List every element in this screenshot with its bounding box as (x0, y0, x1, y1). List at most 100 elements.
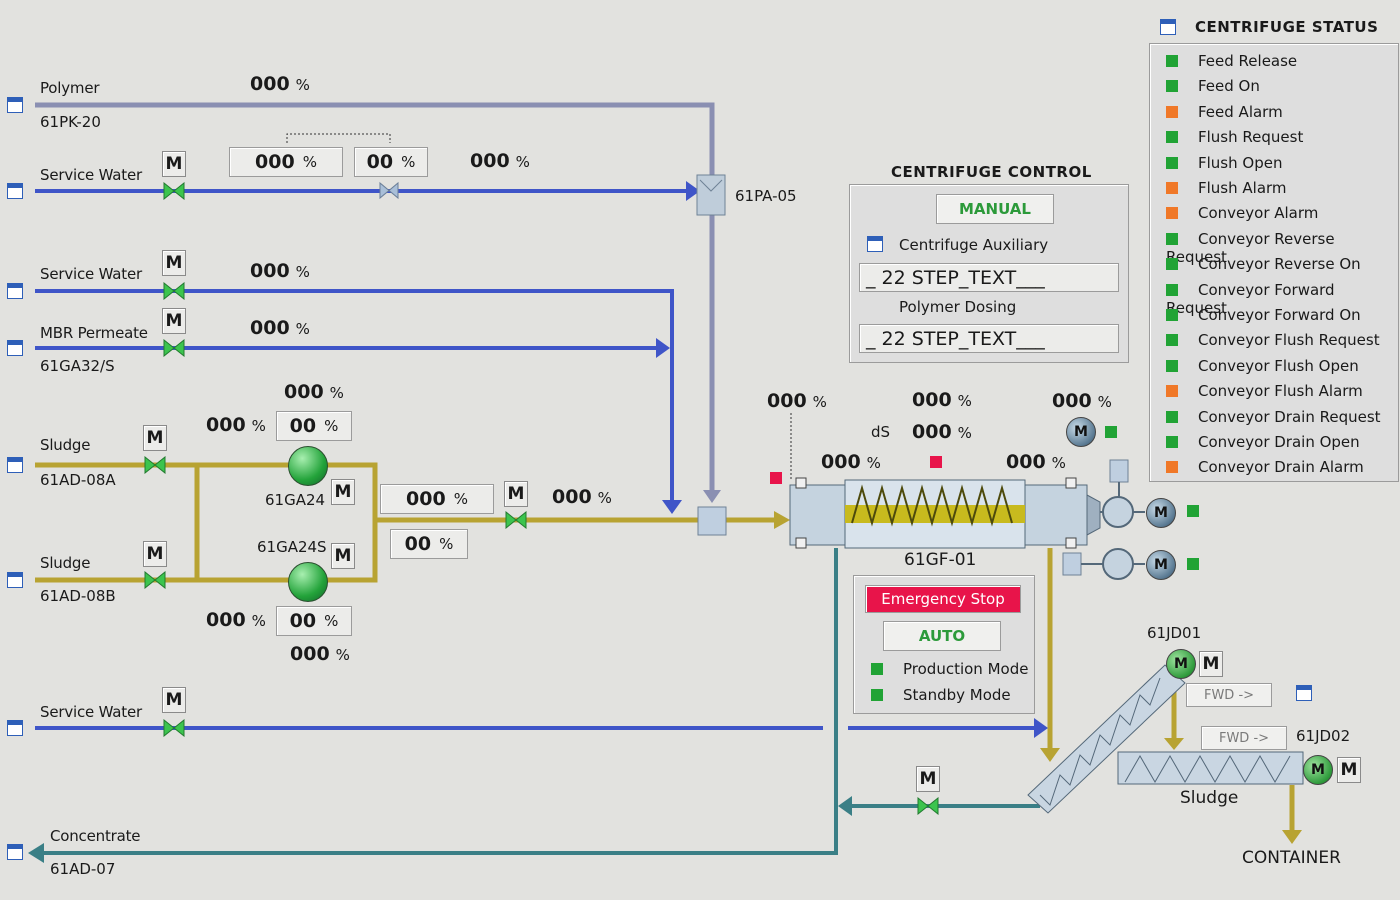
status-indicator (1166, 156, 1178, 169)
conveyor-window-icon[interactable] (1296, 685, 1312, 701)
aux-window-icon[interactable] (867, 236, 883, 252)
sludge-b-tag: 61AD-08B (40, 587, 116, 605)
mbr-permeate-arrow (656, 338, 670, 358)
ga24-speed-box[interactable]: 00% (276, 411, 352, 441)
ga24-tag: 61GA24 (265, 491, 326, 509)
sw3-valve-icon[interactable] (163, 719, 185, 737)
aux-label[interactable]: Centrifuge Auxiliary (899, 236, 1049, 254)
control-title: CENTRIFUGE CONTROL (891, 163, 1092, 181)
concentrate-valve-icon[interactable] (917, 797, 939, 815)
service-water-1-window-icon[interactable] (7, 183, 23, 199)
status-item-label: Conveyor Flush Alarm (1198, 382, 1363, 401)
service-water-2-window-icon[interactable] (7, 283, 23, 299)
status-item: Flush Request (1166, 128, 1303, 146)
sw2-valve-icon[interactable] (163, 282, 185, 300)
polymer-window-icon[interactable] (7, 97, 23, 113)
sw1-flow-pct: 000% (470, 150, 530, 172)
service-water-2-pipe (35, 289, 674, 505)
pump-61ga24s-mode-button[interactable]: M (331, 543, 355, 569)
mbr-valve-icon[interactable] (163, 339, 185, 357)
status-indicator (1166, 55, 1178, 67)
status-title: CENTRIFUGE STATUS (1195, 18, 1379, 36)
conveyor-61jd01-motor-icon[interactable]: M (1166, 649, 1196, 679)
status-indicator (1166, 385, 1178, 398)
conveyor-61jd02-direction-button[interactable]: FWD -> (1201, 726, 1287, 750)
sw1-valve-box[interactable]: 00% (354, 147, 428, 177)
mixer-61pa05-tag: 61PA-05 (735, 187, 797, 205)
pump-61ga24-icon[interactable] (288, 446, 328, 486)
back-drive-motor-icon[interactable]: M (1146, 550, 1176, 580)
status-item-label: Conveyor Flush Open (1198, 356, 1359, 375)
feed-alarm-indicator (770, 472, 782, 484)
sludge-b-valve-mode-button[interactable]: M (143, 541, 167, 567)
centrifuge-right-top-pct: 000% (1052, 390, 1112, 412)
service-water-3-window-icon[interactable] (7, 720, 23, 736)
service-water-2-arrow (662, 500, 682, 514)
feed-right-pct: 000% (552, 486, 612, 508)
feed-valve-icon[interactable] (505, 511, 527, 529)
centrifuge-alarm-indicator (930, 456, 942, 468)
centrifuge-left-top-pct: 000% (767, 390, 827, 412)
sludge-b-window-icon[interactable] (7, 572, 23, 588)
mbr-valve-mode-button[interactable]: M (162, 308, 186, 334)
concentrate-window-icon[interactable] (7, 844, 23, 860)
status-item-label: Flush Alarm (1198, 179, 1287, 197)
status-indicator (1166, 258, 1178, 271)
sludge-a-valve-mode-button[interactable]: M (143, 425, 167, 451)
status-item: Flush Open (1166, 154, 1282, 172)
conveyor-61jd02-motor-icon[interactable]: M (1303, 755, 1333, 785)
status-item-label: Conveyor Reverse Request (1166, 229, 1335, 266)
main-drive-run-indicator (1187, 505, 1199, 517)
pump-61ga24-mode-button[interactable]: M (331, 479, 355, 505)
status-indicator (1166, 410, 1178, 423)
mbr-permeate-window-icon[interactable] (7, 340, 23, 356)
centrifuge-top-motor-icon[interactable]: M (1066, 417, 1096, 447)
service-water-1-label: Service Water (40, 166, 142, 184)
feed-valve-mode-button[interactable]: M (504, 481, 528, 507)
ga24s-bottom-pct: 000% (290, 643, 350, 665)
sludge-b-valve-icon[interactable] (144, 571, 166, 589)
sw2-pct: 000% (250, 260, 310, 282)
sludge-a-window-icon[interactable] (7, 457, 23, 473)
conveyor-61jd02-mode-button[interactable]: M (1337, 757, 1361, 783)
status-item: Conveyor Reverse On (1166, 255, 1361, 273)
sw1-valve-mode-button[interactable]: M (162, 151, 186, 177)
concentrate-tag: 61AD-07 (50, 860, 116, 878)
status-indicator (1166, 283, 1178, 296)
pump-61ga24s-icon[interactable] (288, 562, 328, 602)
sw1-setpoint-box[interactable]: 000% (229, 147, 343, 177)
status-item-label: Conveyor Alarm (1198, 204, 1319, 223)
conveyor-61jd01-direction-button[interactable]: FWD -> (1186, 683, 1272, 707)
sw2-valve-mode-button[interactable]: M (162, 250, 186, 276)
status-item: Conveyor Forward On (1166, 306, 1361, 324)
main-drive-motor-icon[interactable]: M (1146, 498, 1176, 528)
container-label: CONTAINER (1242, 848, 1341, 868)
status-item-label: Feed On (1198, 77, 1260, 96)
ga24s-speed-box[interactable]: 00% (276, 606, 352, 636)
sw1-valve-icon[interactable] (163, 182, 185, 200)
feed-valve-box[interactable]: 00% (390, 529, 468, 559)
feed-flow-box[interactable]: 000% (380, 484, 494, 514)
top-motor-run-indicator (1105, 426, 1117, 438)
auto-mode-button[interactable]: AUTO (883, 621, 1001, 651)
manual-mode-button[interactable]: MANUAL (936, 194, 1054, 224)
sw3-valve-mode-button[interactable]: M (162, 687, 186, 713)
polymer-dosing-label: Polymer Dosing (899, 298, 1017, 316)
conveyor-61jd01-mode-button[interactable]: M (1199, 651, 1223, 677)
step-text-field-2: _ 22 STEP_TEXT___ (859, 324, 1119, 353)
polymer-arrow (703, 490, 721, 503)
status-window-icon[interactable] (1160, 19, 1176, 35)
concentrate-arrow (28, 843, 44, 863)
production-mode-indicator (871, 663, 883, 675)
ga24-left-pct: 000% (206, 414, 266, 436)
sludge-down-arrow-1 (1040, 748, 1060, 762)
emergency-stop-button[interactable]: Emergency Stop (865, 585, 1021, 613)
sludge-a-valve-icon[interactable] (144, 456, 166, 474)
status-indicator (1166, 461, 1178, 474)
concentrate-valve-mode-button[interactable]: M (916, 766, 940, 792)
back-drive-run-indicator (1187, 558, 1199, 570)
status-item-label: Conveyor Drain Open (1198, 433, 1360, 451)
centrifuge-tag: 61GF-01 (904, 550, 977, 570)
polymer-pipe (35, 102, 715, 498)
